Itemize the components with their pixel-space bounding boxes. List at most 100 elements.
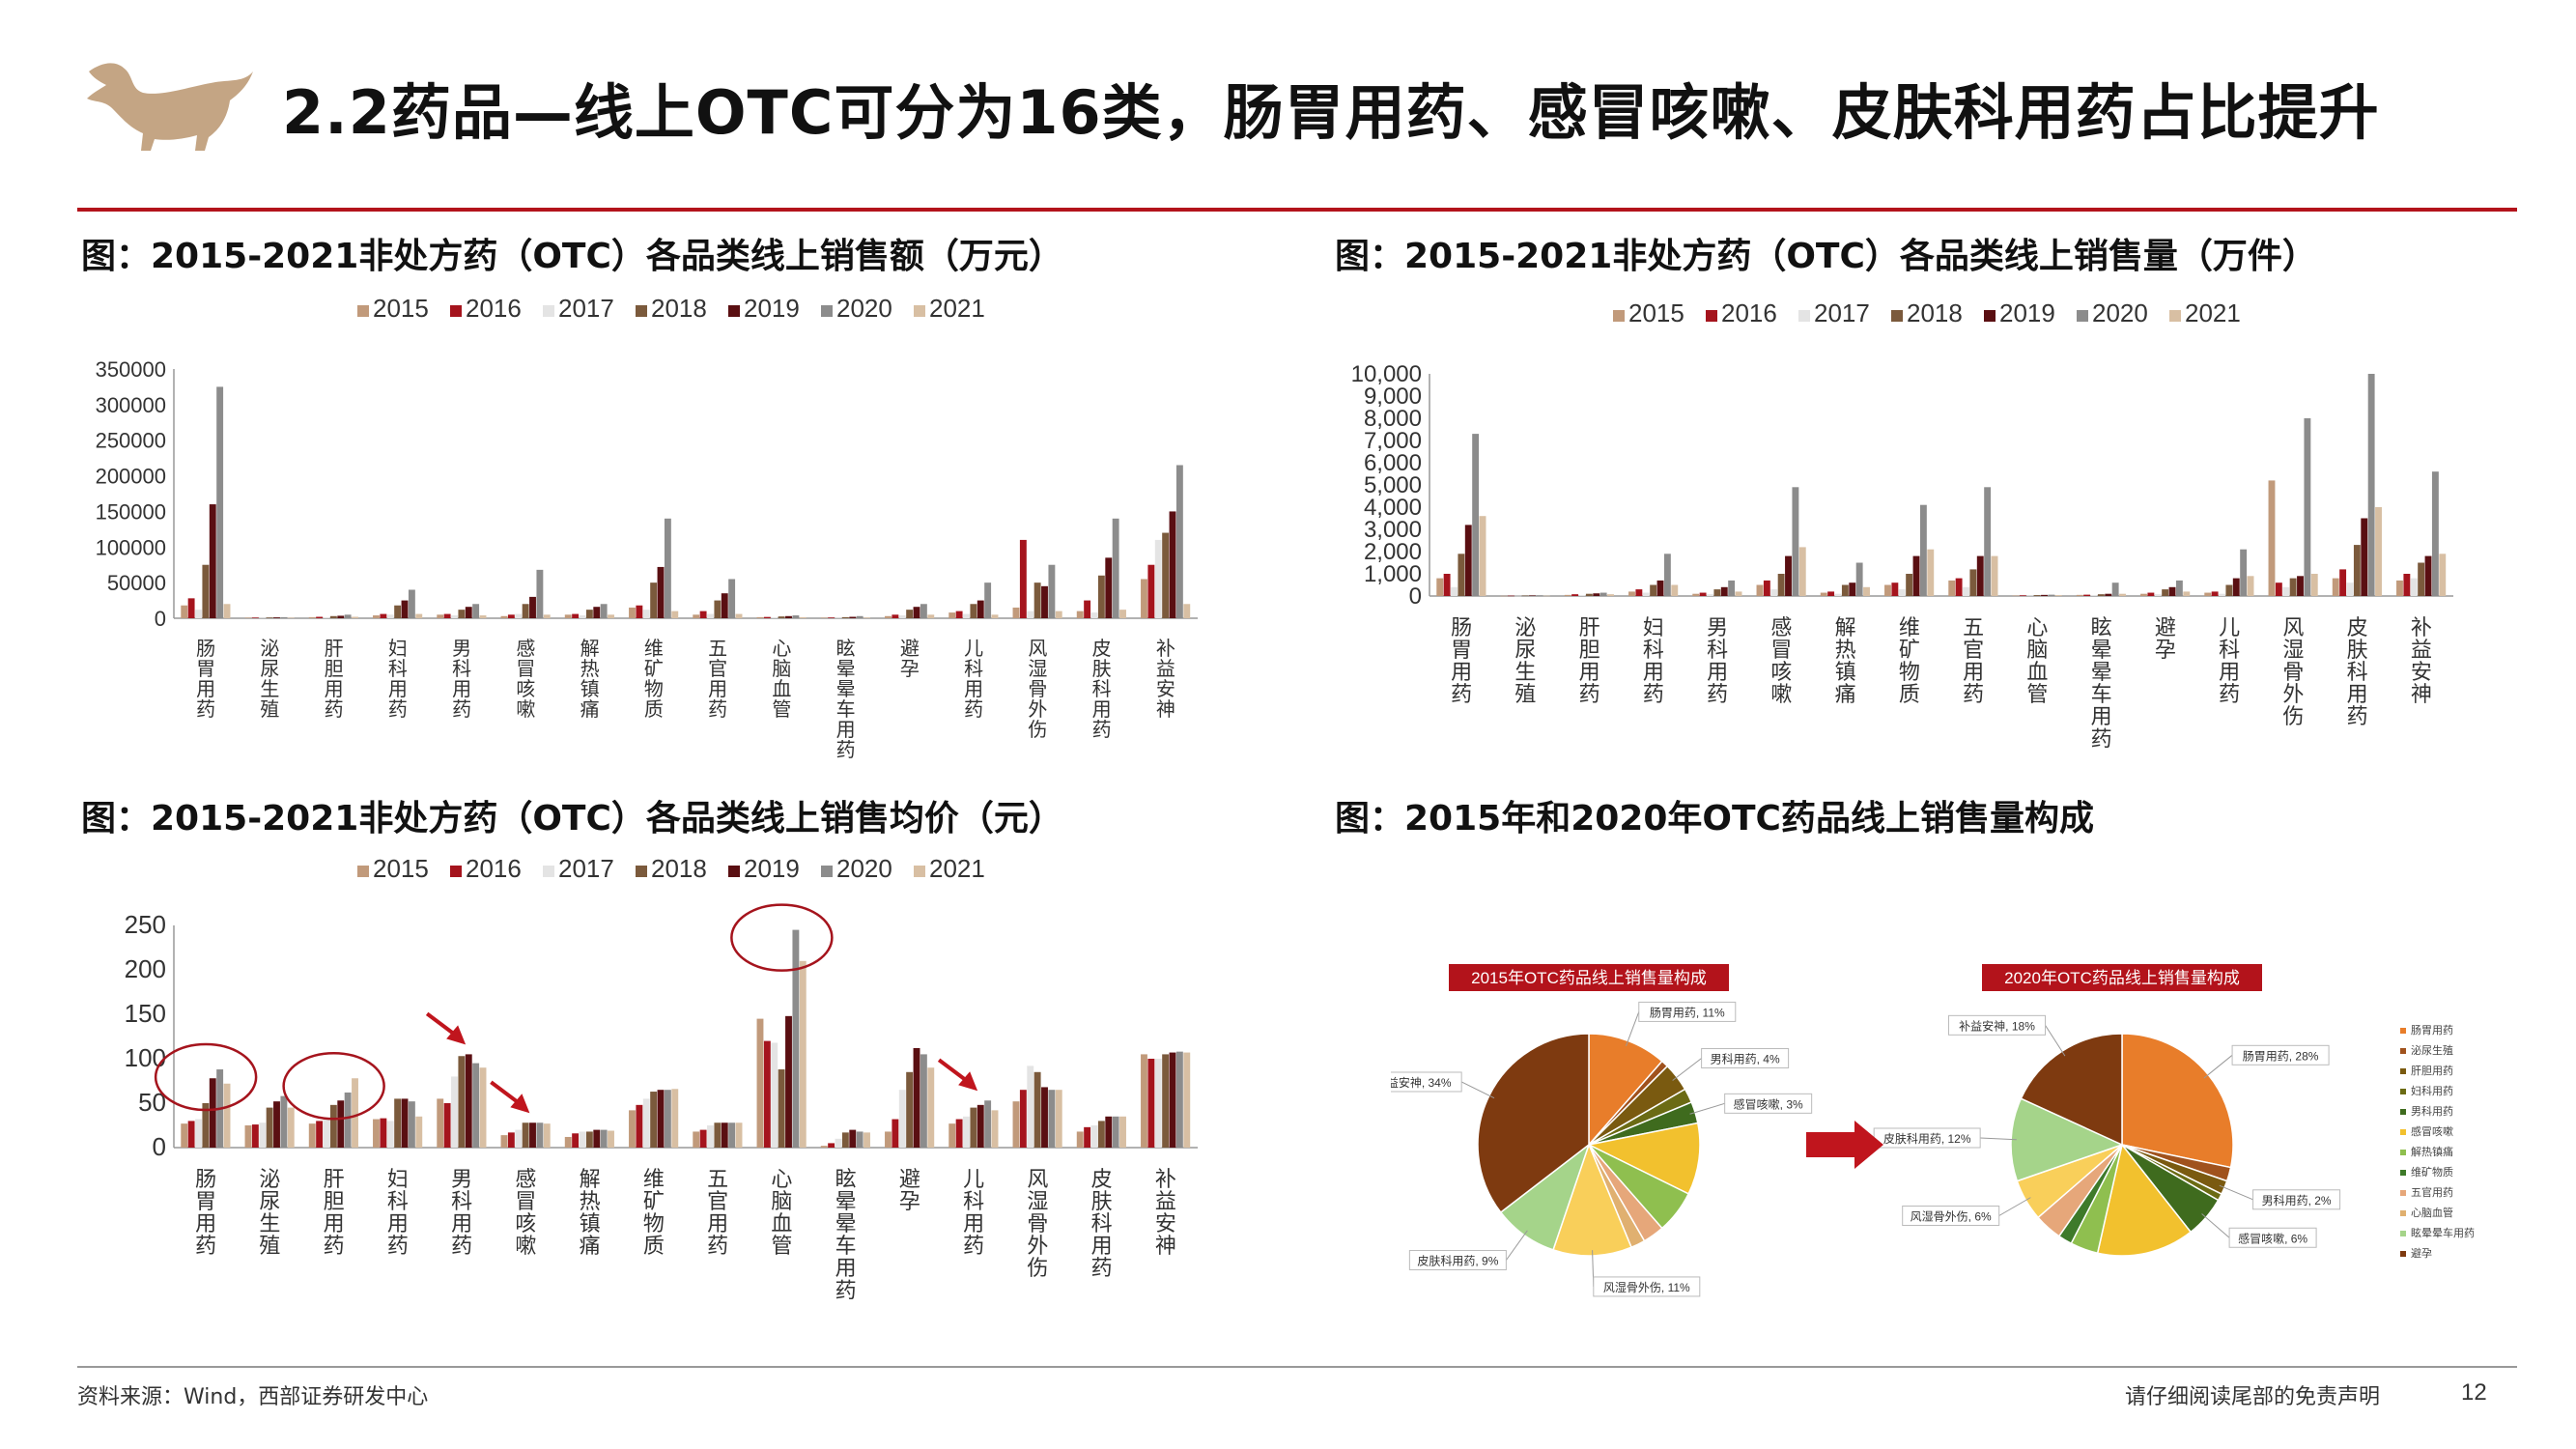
legend-label-2017: 2017 [1814,298,1870,327]
x-category-label: 泌尿生殖 [259,1167,280,1258]
bar-2015-心脑血管 [757,1019,764,1148]
x-category-label: 风湿骨外伤 [2282,615,2304,728]
legend-swatch-2015 [1613,310,1625,322]
bar-2016-男科用药 [444,614,451,618]
comparison-arrow-icon [1806,1121,1883,1169]
bar-2016-泌尿生殖 [1508,596,1514,597]
pie-leader-line [2204,1055,2232,1078]
pie-legend-swatch [2400,1150,2406,1155]
pie-legend-swatch [2400,1089,2406,1094]
bar-2020-肠胃用药 [216,386,223,618]
bar-2015-皮肤科用药 [2333,579,2339,596]
bar-2018-泌尿生殖 [267,1108,273,1148]
bar-2019-妇科用药 [402,1098,409,1148]
bar-2020-皮肤科用药 [1113,1117,1119,1148]
pie-leader-line [1506,1231,1527,1261]
bar-2017-五官用药 [707,614,714,618]
bar-2016-儿科用药 [956,1120,963,1148]
y-tick-label: 4,000 [1364,495,1422,521]
x-category-label: 补益安神 [1156,638,1175,721]
bar-2020-维矿物质 [1920,505,1927,596]
bar-2016-妇科用药 [1635,589,1642,596]
x-category-label: 风湿骨外伤 [1027,1167,1048,1280]
bar-2018-维矿物质 [650,1092,657,1148]
bar-2015-风湿骨外伤 [1013,608,1020,618]
bar-2016-肝胆用药 [316,1121,323,1148]
bar-2021-肠胃用药 [224,1084,231,1148]
bar-2021-泌尿生殖 [1543,596,1550,597]
bar-2015-泌尿生殖 [245,617,252,618]
legend-label-2017: 2017 [558,294,614,323]
bar-2019-肠胃用药 [210,1078,216,1148]
bar-2020-五官用药 [728,1122,735,1148]
bar-2017-皮肤科用药 [2347,582,2354,596]
bar-2019-解热镇痛 [1849,582,1855,596]
bar-2019-儿科用药 [977,1105,984,1148]
pie-leader-line [2046,1025,2065,1056]
bar-2016-感冒咳嗽 [508,614,515,618]
legend-swatch-2016 [450,866,462,877]
bar-2015-维矿物质 [629,608,636,618]
bar-2018-心脑血管 [778,1069,785,1148]
bar-2016-维矿物质 [1891,582,1898,596]
bar-2019-补益安神 [2425,556,2432,596]
bar-2017-心脑血管 [771,617,778,618]
bar-2021-妇科用药 [415,614,422,618]
bar-2017-男科用药 [1707,594,1713,596]
bar-2016-补益安神 [1147,1059,1154,1148]
bar-2020-风湿骨外伤 [1048,565,1055,618]
bar-2020-儿科用药 [984,1100,991,1148]
x-category-label: 泌尿生殖 [1514,615,1536,706]
bar-2017-泌尿生殖 [259,617,266,618]
bar-2021-风湿骨外伤 [1056,1090,1062,1148]
bar-2020-泌尿生殖 [280,617,287,618]
bar-2016-风湿骨外伤 [1020,540,1027,618]
pie-slice-label: 风湿骨外伤, 6% [1911,1209,1992,1224]
bar-2016-妇科用药 [380,1119,386,1148]
legend-label-2021: 2021 [929,854,985,883]
bar-2021-儿科用药 [2248,576,2254,596]
bar-2015-眩晕晕车用药 [821,617,828,618]
bar-2016-避孕 [892,614,898,618]
pie-slice-label: 男科用药, 2% [2262,1194,2332,1208]
bar-2016-维矿物质 [636,1105,642,1148]
pie-slice [2122,1034,2233,1168]
bar-2021-男科用药 [480,615,487,618]
bar-2016-避孕 [892,1120,898,1148]
bar-2019-避孕 [914,1048,920,1148]
bar-2021-维矿物质 [1927,550,1934,596]
bar-2019-补益安神 [1170,511,1176,618]
bar-2018-补益安神 [2418,563,2424,597]
bar-2021-解热镇痛 [608,1131,614,1148]
bar-2017-妇科用药 [387,1121,394,1148]
bar-2019-眩晕晕车用药 [849,617,856,618]
legend-label-2021: 2021 [929,294,985,323]
bar-2021-皮肤科用药 [1119,1117,1126,1148]
bar-2017-肠胃用药 [1451,587,1458,596]
chart-title-sales-value: 图：2015-2021非处方药（OTC）各品类线上销售额（万元） [81,228,1063,278]
bar-2017-儿科用药 [2219,594,2225,596]
bar-2019-维矿物质 [658,567,665,618]
bar-2015-感冒咳嗽 [1757,585,1764,597]
bar-2016-皮肤科用药 [1084,1127,1090,1148]
bar-2015-肠胃用药 [181,606,187,618]
bar-2017-维矿物质 [643,1098,650,1148]
bar-2015-感冒咳嗽 [501,616,508,618]
bar-2017-眩晕晕车用药 [2091,595,2098,596]
bar-2015-心脑血管 [2013,596,2020,597]
bar-2018-感冒咳嗽 [523,604,529,618]
x-category-label: 维矿物质 [1899,615,1920,706]
pie-leader-line [2220,1185,2253,1200]
bar-2016-肠胃用药 [1444,574,1451,596]
bar-2017-肝胆用药 [324,1118,330,1148]
bar-2019-五官用药 [722,593,728,618]
bar-2021-肠胃用药 [224,604,231,618]
bar-2020-解热镇痛 [601,1130,608,1148]
bar-2017-五官用药 [707,1125,714,1148]
bar-2017-儿科用药 [963,1117,970,1148]
pie-slice-label: 感冒咳嗽, 3% [1734,1096,1803,1111]
legend-label-2020: 2020 [836,854,892,883]
bar-2016-五官用药 [700,611,707,618]
bar-2017-肠胃用药 [195,610,202,618]
bar-2021-男科用药 [480,1067,487,1148]
